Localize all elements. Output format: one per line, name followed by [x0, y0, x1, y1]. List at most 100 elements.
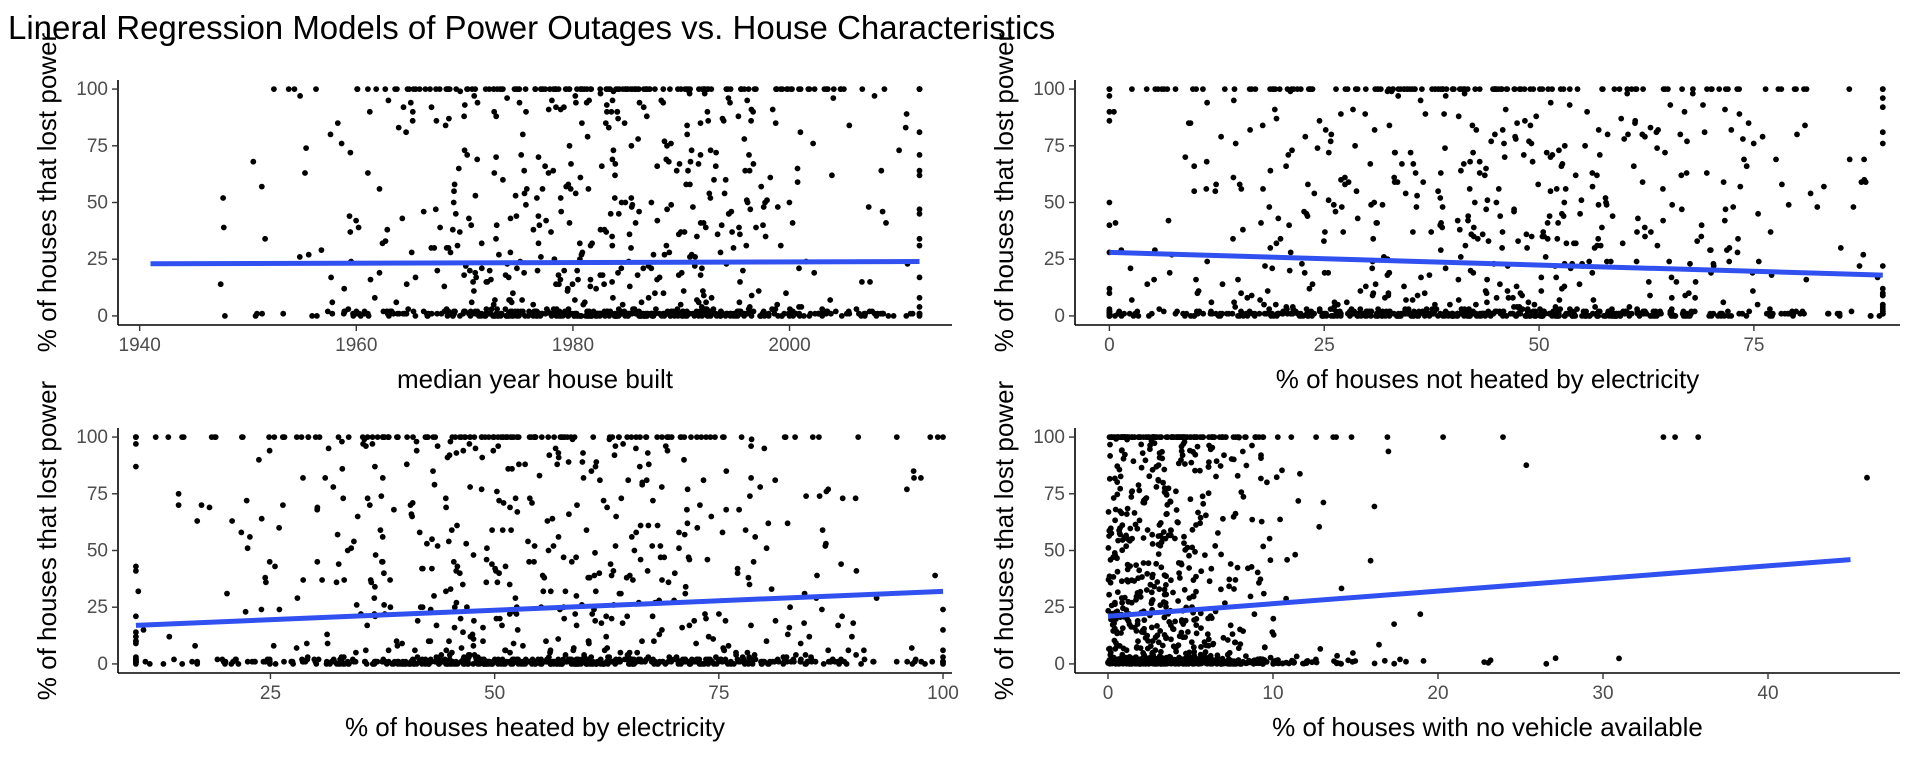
scatter-point: [1583, 308, 1589, 315]
scatter-point: [1630, 163, 1637, 170]
scatter-point: [707, 195, 714, 201]
scatter-point: [1325, 197, 1332, 204]
scatter-point: [483, 279, 490, 285]
scatter-point: [717, 313, 724, 319]
scatter-point: [1678, 172, 1685, 179]
scatter-point: [446, 452, 453, 459]
scatter-point: [1540, 310, 1547, 317]
scatter-point: [464, 86, 471, 92]
scatter-point: [1542, 254, 1549, 260]
scatter-point: [579, 459, 586, 465]
scatter-point: [1182, 434, 1188, 440]
scatter-point: [1683, 313, 1690, 319]
scatter-point: [1604, 258, 1610, 265]
scatter-point: [700, 292, 707, 299]
scatter-point: [1143, 587, 1150, 593]
scatter-point: [801, 620, 807, 626]
scatter-point: [801, 313, 807, 319]
scatter-point: [1138, 441, 1145, 448]
scatter-point: [521, 269, 527, 276]
scatter-point: [1303, 306, 1310, 312]
scatter-point: [351, 538, 357, 545]
scatter-point: [1726, 258, 1733, 265]
scatter-point: [341, 661, 348, 667]
scatter-point: [827, 297, 834, 303]
scatter-point: [1177, 575, 1183, 581]
scatter-point: [1500, 434, 1506, 440]
scatter-point: [787, 604, 793, 611]
scatter-point: [443, 245, 450, 251]
scatter-point: [911, 475, 917, 481]
scatter-point: [300, 475, 306, 481]
scatter-point: [1195, 509, 1201, 516]
scatter-point: [1144, 645, 1151, 652]
scatter-point: [1493, 199, 1500, 206]
scatter-point: [676, 545, 682, 552]
scatter-point: [725, 642, 732, 649]
scatter-point: [1157, 628, 1164, 634]
scatter-point: [496, 497, 502, 504]
scatter-point: [1455, 276, 1462, 283]
y-tick-label: 0: [1054, 654, 1065, 675]
scatter-point: [684, 131, 691, 138]
scatter-point: [410, 434, 416, 440]
scatter-point: [1523, 231, 1530, 238]
scatter-point: [1479, 231, 1486, 238]
scatter-point: [659, 627, 665, 633]
scatter-point: [1484, 197, 1491, 204]
scatter-point: [1654, 145, 1660, 152]
scatter-point: [708, 86, 715, 92]
scatter-point: [393, 638, 400, 645]
scatter-point: [1540, 229, 1547, 235]
scatter-point: [893, 434, 900, 440]
scatter-point: [699, 265, 705, 272]
scatter-point: [313, 86, 319, 92]
x-tick-label: 0: [1103, 683, 1114, 704]
scatter-point: [1229, 631, 1236, 637]
scatter-point: [1368, 313, 1374, 319]
scatter-point: [1522, 117, 1528, 124]
scatter-point: [1145, 638, 1151, 644]
scatter-point: [133, 613, 139, 620]
scatter-point: [687, 254, 693, 260]
scatter-point: [1226, 659, 1233, 666]
scatter-point: [1762, 86, 1769, 92]
scatter-point: [518, 152, 525, 158]
scatter-point: [545, 106, 552, 113]
scatter-point: [222, 313, 228, 319]
scatter-point: [671, 656, 677, 663]
scatter-point: [472, 654, 479, 660]
scatter-point: [235, 661, 242, 667]
scatter-point: [365, 170, 371, 176]
scatter-point: [1458, 167, 1464, 174]
scatter-point: [558, 208, 565, 215]
scatter-point: [416, 86, 423, 92]
scatter-point: [1524, 245, 1530, 251]
scatter-point: [678, 434, 685, 440]
scatter-point: [1381, 657, 1388, 664]
scatter-point: [660, 99, 667, 106]
scatter-point: [412, 274, 419, 281]
scatter-point: [648, 199, 655, 206]
scatter-point: [593, 459, 600, 465]
scatter-point: [574, 267, 581, 274]
scatter-point: [333, 579, 340, 586]
x-tick-label: 50: [1528, 335, 1549, 356]
scatter-point: [643, 477, 650, 484]
scatter-point: [1288, 434, 1295, 440]
scatter-point: [419, 604, 426, 611]
scatter-point: [562, 652, 569, 658]
scatter-point: [584, 133, 591, 140]
scatter-point: [1803, 276, 1810, 283]
scatter-point: [1698, 233, 1705, 240]
scatter-point: [699, 313, 705, 319]
scatter-point: [434, 443, 441, 449]
scatter-point: [463, 540, 470, 547]
scatter-point: [1139, 450, 1146, 456]
scatter-point: [1244, 294, 1251, 301]
scatter-point: [641, 86, 647, 92]
scatter-point: [567, 186, 574, 192]
scatter-point: [1647, 124, 1654, 131]
scatter-point: [453, 86, 460, 92]
scatter-point: [294, 595, 301, 601]
